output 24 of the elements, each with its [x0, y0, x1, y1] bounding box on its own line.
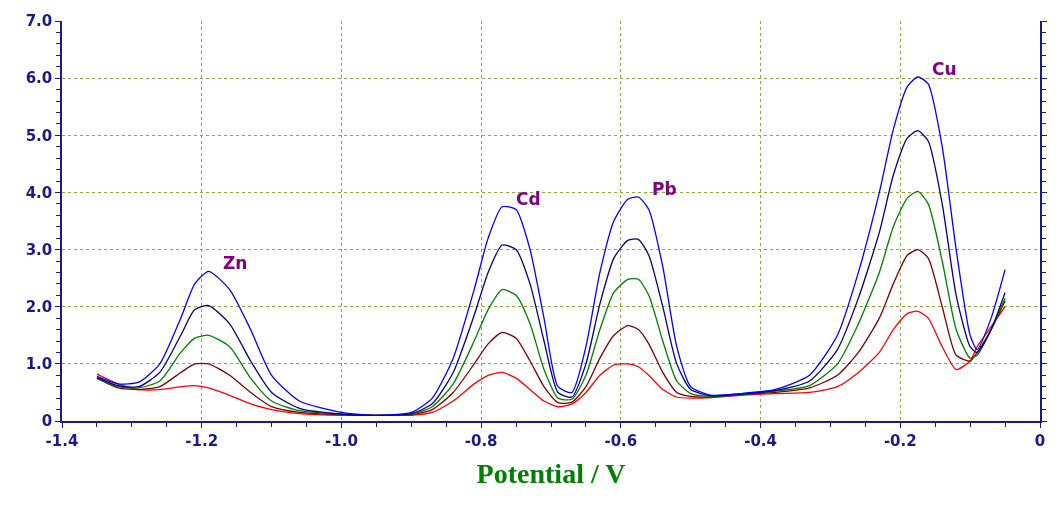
- line-series: [96, 306, 1006, 417]
- x-tick-label: -1.0: [325, 431, 358, 450]
- y-tick-label: 1.0: [25, 355, 53, 374]
- x-tick-label: -1.4: [45, 431, 79, 450]
- y-tick-label: 4.0: [25, 183, 53, 202]
- x-tick-label: 0: [1034, 431, 1046, 450]
- x-tick-label: -0.4: [744, 431, 777, 450]
- y-tick-label: 6.0: [25, 69, 53, 88]
- x-axis-title: Potential / V: [476, 458, 626, 490]
- line-series: [96, 76, 1006, 416]
- annotation: Cd: [516, 189, 541, 209]
- annotation: Zn: [223, 253, 248, 273]
- y-tick-label: 3.0: [25, 240, 53, 259]
- annotation: Cu: [932, 59, 957, 79]
- line-series: [96, 130, 1006, 416]
- x-tick-label: -0.6: [604, 431, 638, 450]
- y-tick-label: 5.0: [25, 126, 53, 145]
- y-tick-label: 0: [41, 412, 53, 431]
- y-tick-label: 2.0: [25, 297, 53, 316]
- x-tick-label: -0.8: [464, 431, 498, 450]
- x-tick-label: -1.2: [185, 431, 219, 450]
- annotation: Pb: [652, 179, 677, 199]
- x-tick-label: -0.2: [883, 431, 917, 450]
- y-tick-label: 7.0: [25, 12, 53, 31]
